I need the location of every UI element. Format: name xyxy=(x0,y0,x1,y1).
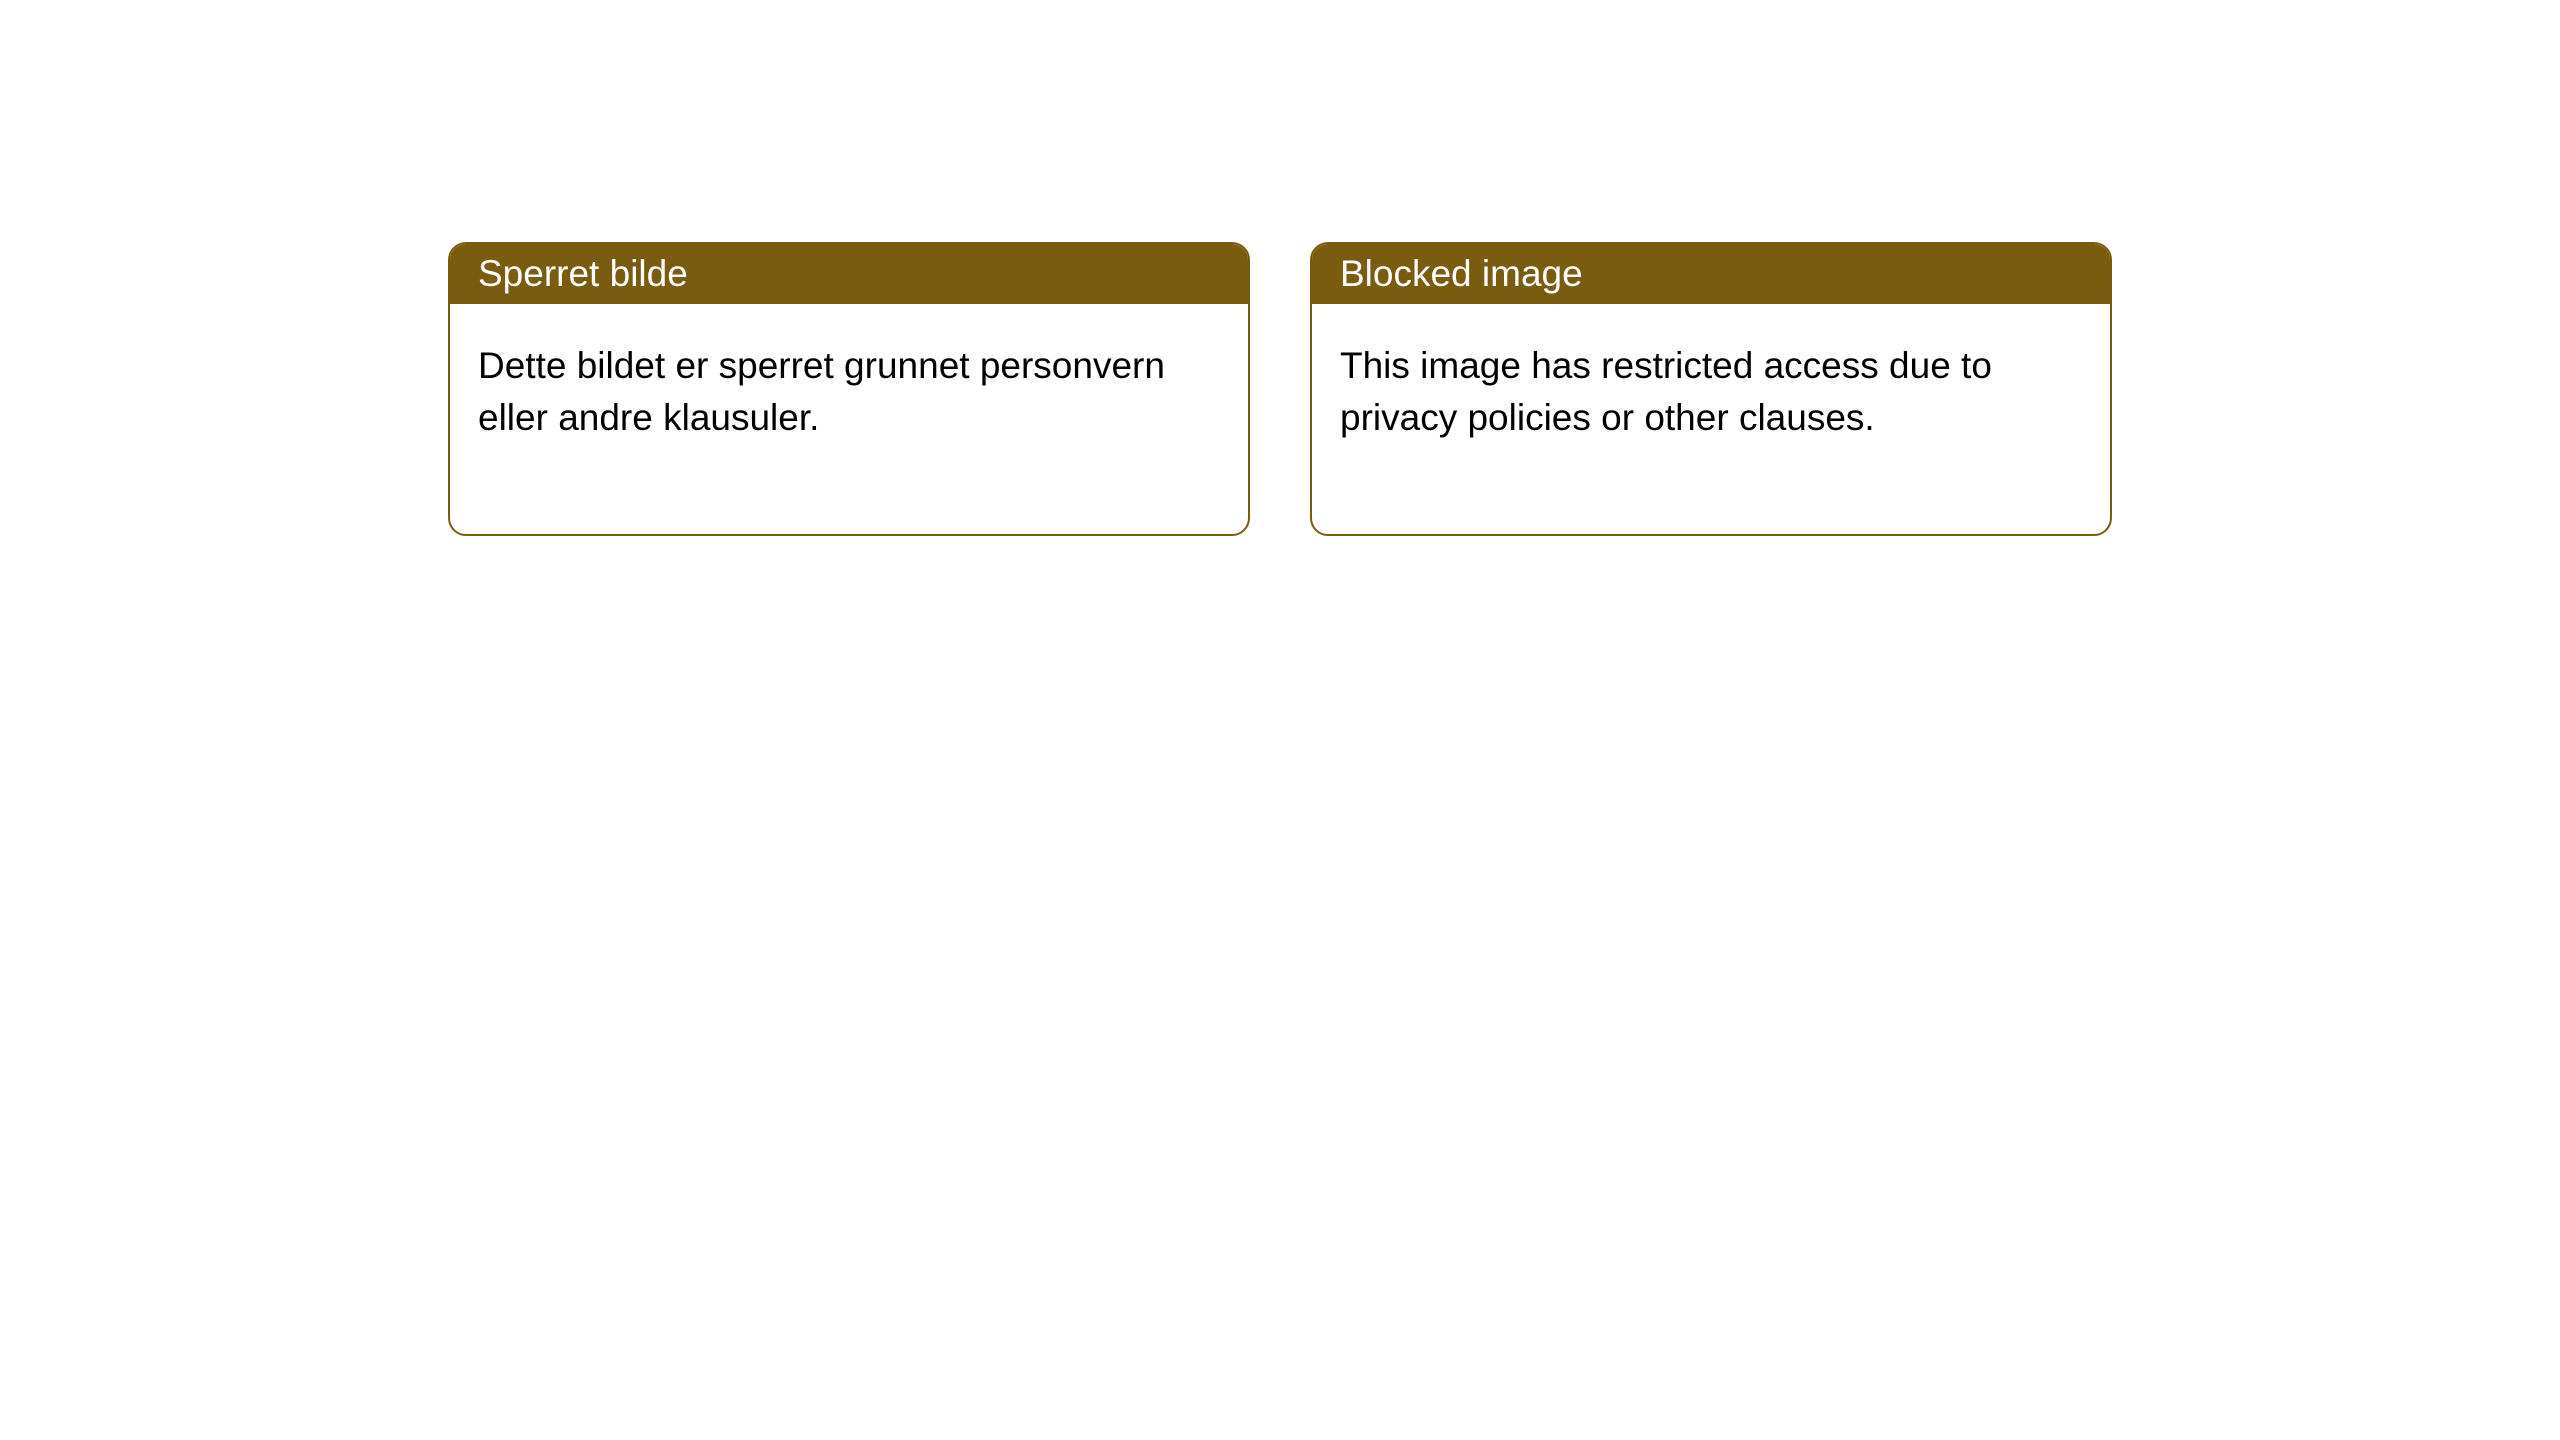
card-body: This image has restricted access due to … xyxy=(1312,304,2110,534)
card-title: Blocked image xyxy=(1340,253,1583,294)
card-body: Dette bildet er sperret grunnet personve… xyxy=(450,304,1248,534)
notice-container: Sperret bilde Dette bildet er sperret gr… xyxy=(0,0,2560,536)
card-title: Sperret bilde xyxy=(478,253,688,294)
card-message: Dette bildet er sperret grunnet personve… xyxy=(478,345,1165,438)
card-header: Blocked image xyxy=(1312,244,2110,304)
notice-card-english: Blocked image This image has restricted … xyxy=(1310,242,2112,536)
card-message: This image has restricted access due to … xyxy=(1340,345,1992,438)
card-header: Sperret bilde xyxy=(450,244,1248,304)
notice-card-norwegian: Sperret bilde Dette bildet er sperret gr… xyxy=(448,242,1250,536)
